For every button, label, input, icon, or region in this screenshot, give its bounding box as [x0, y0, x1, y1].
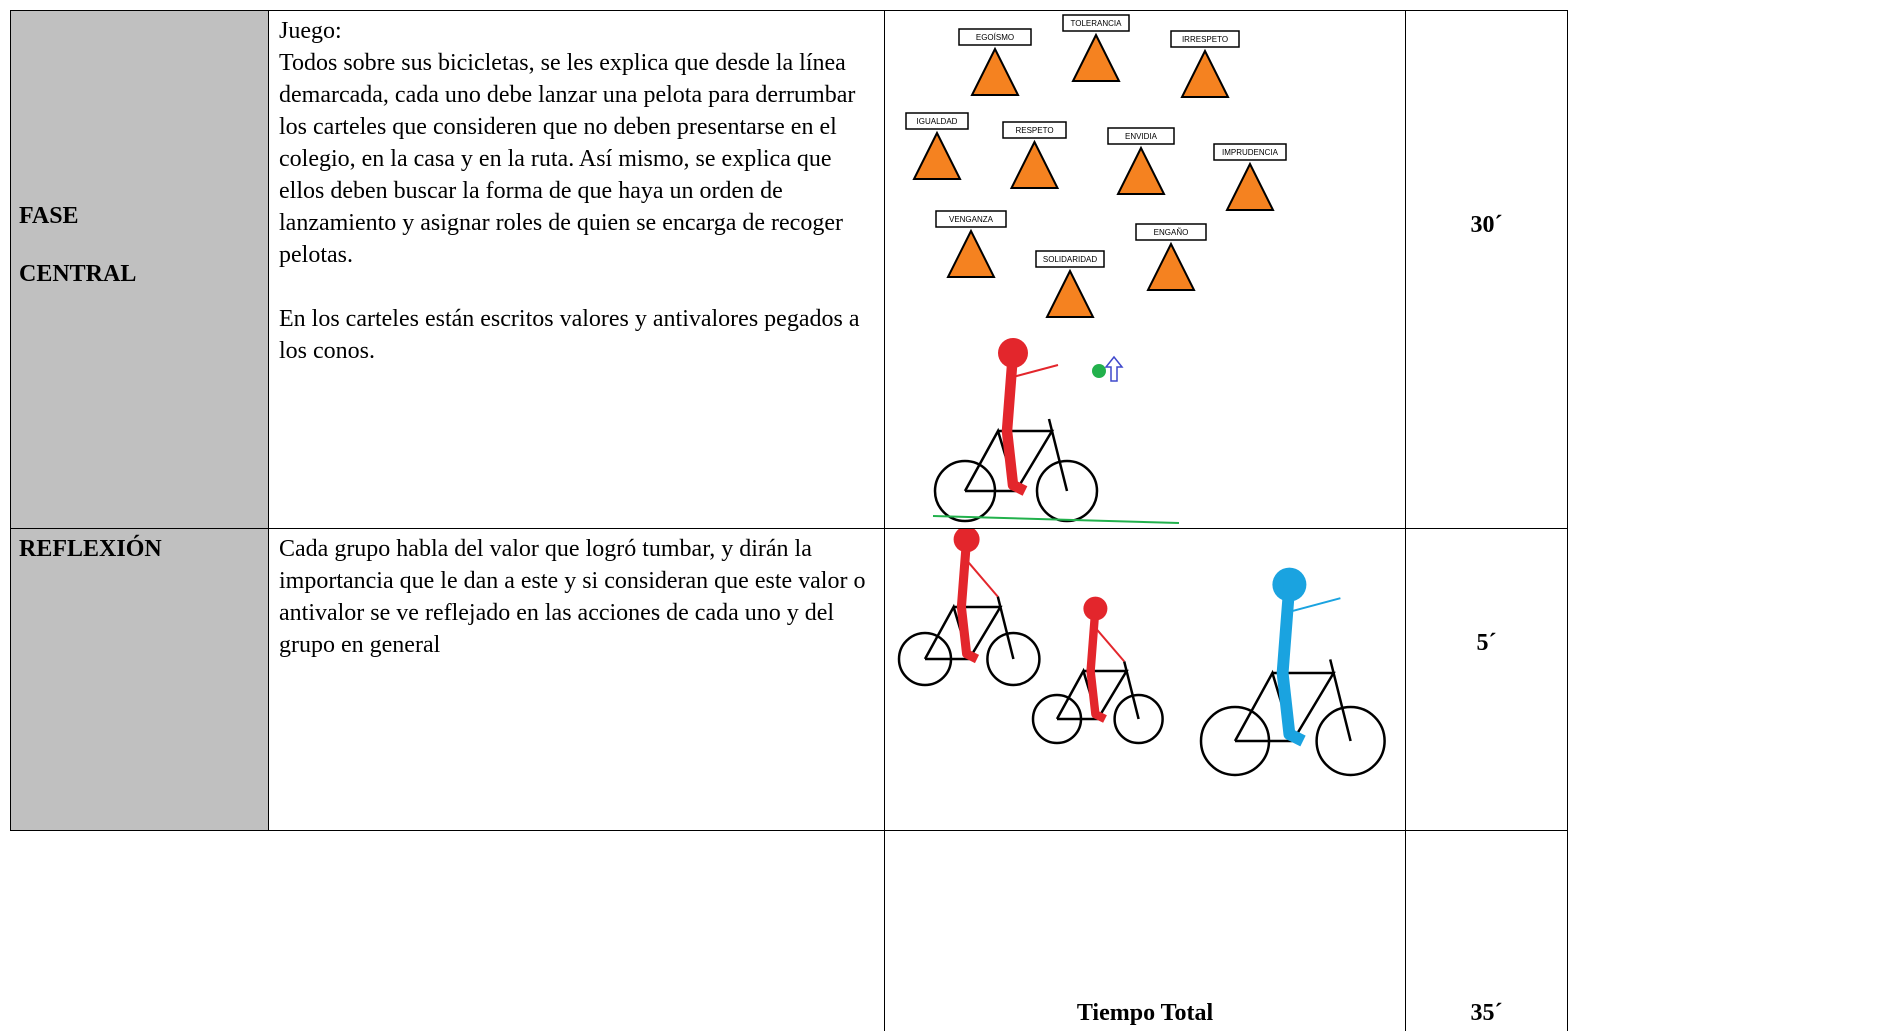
sign: [935, 210, 1007, 228]
sign: [1213, 143, 1287, 161]
sign: [905, 112, 969, 130]
cone: [1180, 48, 1230, 98]
rider-head: [1083, 596, 1108, 621]
phase-cell: FASE CENTRAL: [10, 10, 269, 529]
bicycle-part: [1047, 418, 1054, 432]
cone: [1045, 268, 1095, 318]
cone: [1225, 161, 1275, 211]
sign-label: IGUALDAD: [917, 117, 958, 126]
description-paragraph: Todos sobre sus bicicletas, se les expli…: [279, 50, 856, 268]
sign-label: TOLERANCIA: [1071, 19, 1123, 28]
bicycle-part: [1315, 705, 1386, 777]
sign: [1062, 14, 1130, 32]
time-cell: 5´: [1405, 528, 1568, 831]
time-cell: 30´: [1405, 10, 1568, 529]
description-cell: Juego: Todos sobre sus bicicletas, se le…: [268, 10, 885, 529]
sign: [1170, 30, 1240, 48]
bicycle-part: [1125, 670, 1140, 720]
cone: [1146, 241, 1196, 291]
illustration: [897, 526, 1386, 777]
rider-arm: [1094, 627, 1125, 663]
sign: [1135, 223, 1207, 241]
sign: [1107, 127, 1175, 145]
cone: [970, 46, 1020, 96]
sign-label: ENVIDIA: [1125, 132, 1158, 141]
bicycle-part: [1035, 459, 1099, 523]
bicycle-part: [1328, 659, 1335, 674]
bicycle-part: [1050, 430, 1069, 492]
total-cell: 35´: [1405, 830, 1568, 1031]
rider-body: [1276, 584, 1306, 747]
ground: [932, 515, 1180, 524]
sign-label: EGOÍSMO: [976, 33, 1014, 42]
bicycle-part: [1122, 661, 1128, 672]
sign-label: ENGAÑO: [1154, 228, 1189, 237]
rider-body: [1086, 608, 1107, 723]
phase-label: FASE: [19, 203, 79, 229]
total-label-cell: Tiempo Total: [884, 830, 1406, 1031]
rider-head: [1272, 567, 1307, 602]
description-paragraph: Cada grupo habla del valor que logró tum…: [279, 536, 866, 658]
illustration: EGOÍSMO TOLERANCIA IRRESPETO IGUALDAD RESPET…: [905, 14, 1287, 524]
bicycle-part: [999, 606, 1015, 660]
total-value: 35´: [1470, 1000, 1503, 1026]
sign-label: SOLIDARIDAD: [1043, 255, 1097, 264]
rider-body: [1001, 352, 1028, 496]
bicycle-part: [986, 631, 1041, 687]
sign-label: IMPRUDENCIA: [1222, 148, 1279, 157]
arrow: [1104, 355, 1124, 382]
rider-arm: [965, 559, 999, 598]
sign-label: VENGANZA: [949, 215, 994, 224]
image-cell: EGOÍSMO TOLERANCIA IRRESPETO IGUALDAD RESPET…: [884, 10, 1406, 529]
sign-label: IRRESPETO: [1182, 35, 1228, 44]
sign: [1002, 121, 1067, 139]
sign: [958, 28, 1032, 46]
time-value: 30´: [1470, 212, 1503, 238]
bicycle-part: [1332, 672, 1352, 742]
description-paragraph: En los carteles están escritos valores y…: [279, 306, 860, 364]
description-line: Juego:: [279, 18, 342, 44]
description-cell: Cada grupo habla del valor que logró tum…: [268, 528, 885, 831]
sign-label: RESPETO: [1015, 126, 1053, 135]
phase-label: REFLEXIÓN: [19, 536, 162, 562]
cone: [1009, 139, 1060, 189]
image-cell: [884, 526, 1406, 831]
rider-body: [956, 539, 980, 664]
total-label: Tiempo Total: [1076, 1000, 1214, 1026]
cone: [1116, 145, 1166, 195]
cone: [912, 130, 962, 180]
rider-arm: [1012, 364, 1059, 378]
phase-cell: REFLEXIÓN: [10, 528, 269, 831]
time-value: 5´: [1476, 630, 1497, 656]
bicycle-part: [996, 596, 1002, 608]
sign: [1035, 250, 1105, 268]
ball: [1092, 364, 1106, 378]
bicycle-part: [1113, 693, 1164, 745]
phase-label: CENTRAL: [19, 261, 137, 287]
cone: [1071, 32, 1121, 82]
cone: [946, 228, 996, 278]
rider-arm: [1289, 597, 1341, 613]
